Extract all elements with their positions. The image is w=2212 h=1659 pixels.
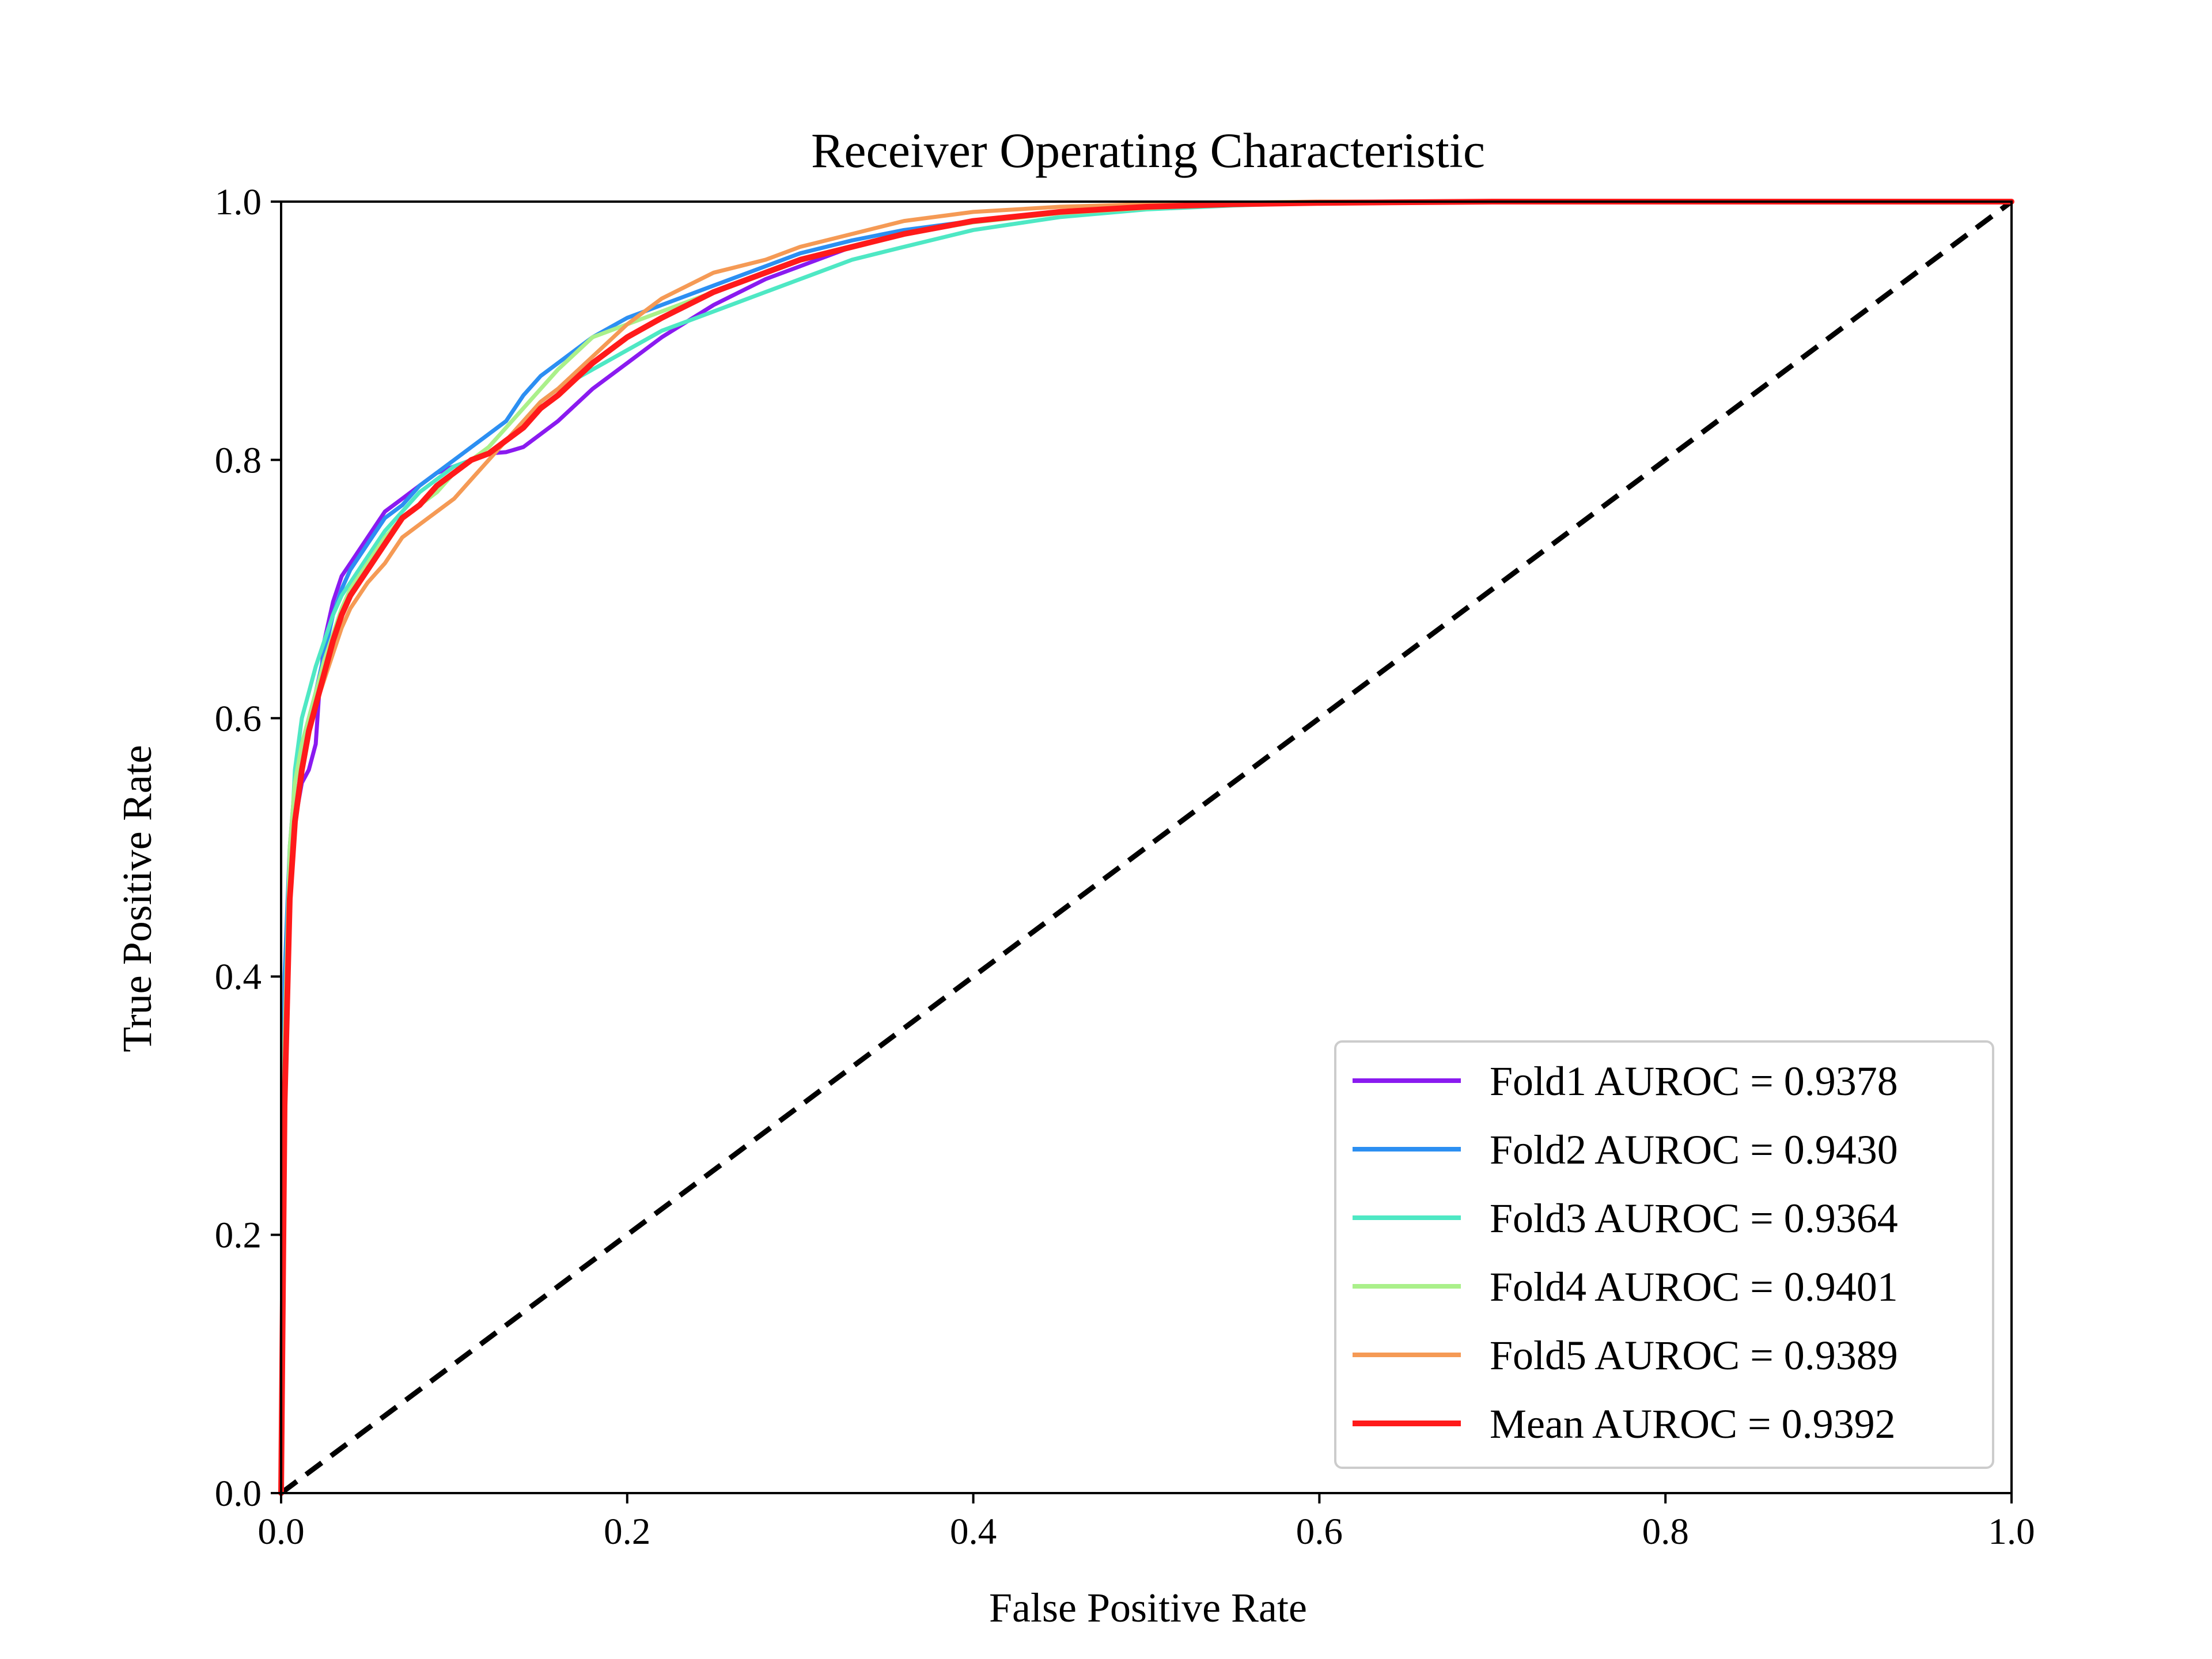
x-tick-label: 1.0 (1988, 1511, 2035, 1552)
y-tick-label: 0.2 (215, 1215, 262, 1256)
x-tick-label: 0.4 (950, 1511, 997, 1552)
axes: 0.0 0.2 0.4 0.6 0.8 1.0 0.0 0.2 0.4 0.6 0.8 1.0 (215, 181, 2035, 1552)
x-tick-label: 0.8 (1642, 1511, 1689, 1552)
legend-label-4: Fold4 AUROC = 0.9401 (1490, 1264, 1898, 1310)
x-tick-label: 0.0 (257, 1511, 304, 1552)
y-tick-label: 0.4 (215, 956, 262, 998)
legend-box (1334, 1040, 1994, 1469)
x-tick-label: 0.2 (604, 1511, 650, 1552)
legend-label-6: Mean AUROC = 0.9392 (1490, 1401, 1896, 1447)
y-tick-label: 0.0 (215, 1473, 262, 1514)
chart-title: Receiver Operating Characteristic (811, 123, 1485, 178)
y-tick-label: 0.6 (215, 698, 262, 740)
legend-label-3: Fold3 AUROC = 0.9364 (1490, 1195, 1898, 1241)
chance-diagonal-line (279, 199, 2013, 1495)
x-tick-label: 0.6 (1296, 1511, 1343, 1552)
y-axis-label: True Positive Rate (114, 745, 160, 1052)
series-line-6 (278, 199, 2014, 1496)
y-tick-label: 1.0 (215, 181, 262, 223)
plot-area (278, 199, 2014, 1496)
axes-frame (280, 200, 2013, 1494)
x-axis-label: False Positive Rate (989, 1585, 1307, 1631)
legend-label-5: Fold5 AUROC = 0.9389 (1490, 1332, 1898, 1378)
legend-label-2: Fold2 AUROC = 0.9430 (1490, 1127, 1898, 1173)
y-tick-label: 0.8 (215, 440, 262, 481)
legend: Fold1 AUROC = 0.9378 Fold2 AUROC = 0.9430… (1334, 1040, 1994, 1469)
legend-label-1: Fold1 AUROC = 0.9378 (1490, 1058, 1898, 1104)
